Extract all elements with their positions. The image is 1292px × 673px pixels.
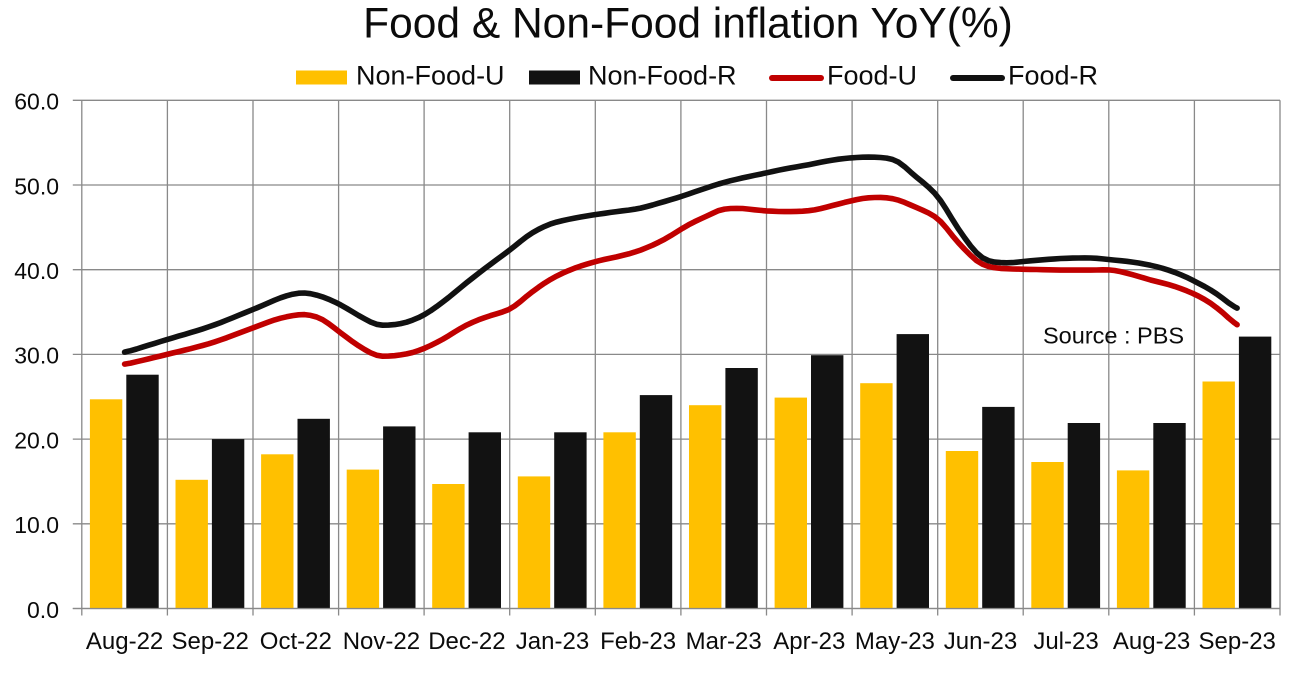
svg-text:Food-R: Food-R	[1008, 60, 1098, 90]
svg-text:0.0: 0.0	[27, 597, 59, 623]
svg-text:20.0: 20.0	[14, 427, 59, 453]
svg-text:May-23: May-23	[855, 628, 935, 655]
svg-text:Non-Food-U: Non-Food-U	[356, 60, 505, 90]
svg-text:Jun-23: Jun-23	[944, 628, 1017, 655]
svg-text:30.0: 30.0	[14, 343, 59, 369]
svg-text:Jul-23: Jul-23	[1033, 628, 1098, 655]
svg-text:Non-Food-R: Non-Food-R	[588, 60, 737, 90]
svg-text:50.0: 50.0	[14, 173, 59, 199]
svg-text:Dec-22: Dec-22	[428, 628, 505, 655]
svg-text:Sep-23: Sep-23	[1199, 628, 1276, 655]
svg-text:Oct-22: Oct-22	[260, 628, 332, 655]
svg-text:Mar-23: Mar-23	[686, 628, 762, 655]
svg-text:Apr-23: Apr-23	[773, 628, 845, 655]
svg-text:Feb-23: Feb-23	[600, 628, 676, 655]
svg-text:Aug-23: Aug-23	[1113, 628, 1190, 655]
svg-text:Food & Non-Food inflation YoY(: Food & Non-Food inflation YoY(%)	[363, 1, 1013, 48]
svg-text:Sep-22: Sep-22	[172, 628, 249, 655]
svg-text:10.0: 10.0	[14, 512, 59, 538]
svg-text:Food-U: Food-U	[827, 60, 917, 90]
svg-text:Source : PBS: Source : PBS	[1043, 323, 1184, 349]
svg-text:60.0: 60.0	[14, 89, 59, 115]
svg-text:40.0: 40.0	[14, 258, 59, 284]
svg-text:Jan-23: Jan-23	[516, 628, 589, 655]
svg-text:Aug-22: Aug-22	[86, 628, 163, 655]
svg-text:Nov-22: Nov-22	[343, 628, 420, 655]
